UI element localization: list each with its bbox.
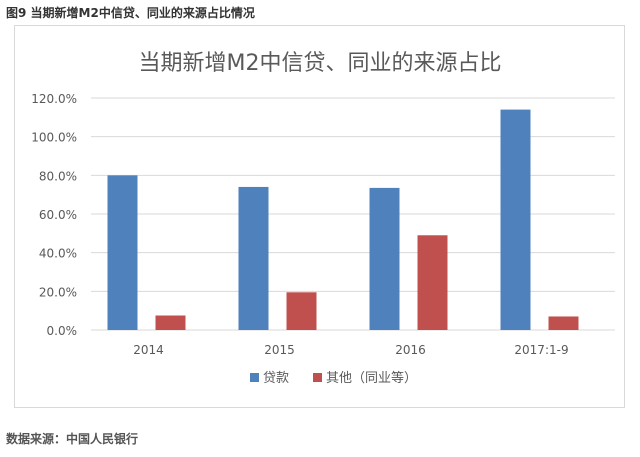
y-tick-label: 60.0% xyxy=(39,208,77,222)
bar-other-2017:1-9 xyxy=(548,316,579,330)
legend-swatch xyxy=(313,373,322,382)
source-note: 数据来源：中国人民银行 xyxy=(6,432,139,446)
bar-other-2014 xyxy=(155,315,186,330)
chart-frame: 当期新增M2中信贷、同业的来源占比 0.0% 20.0% 40.0% 60.0% 80.0… xyxy=(14,25,625,408)
y-tick-label: 20.0% xyxy=(39,285,77,299)
bar-loans-2017:1-9 xyxy=(500,109,531,330)
y-tick-label: 120.0% xyxy=(31,92,77,106)
bar-loans-2015 xyxy=(238,186,269,330)
x-tick-label: 2016 xyxy=(395,343,426,357)
y-tick-label: 100.0% xyxy=(31,131,77,145)
x-tick-label: 2014 xyxy=(133,343,164,357)
y-tick-label: 40.0% xyxy=(39,247,77,261)
bar-other-2015 xyxy=(286,292,317,330)
figure-caption: 图9 当期新增M2中信贷、同业的来源占比情况 xyxy=(6,6,255,20)
bar-loans-2016 xyxy=(369,187,400,330)
legend-swatch xyxy=(250,373,259,382)
bar-chart: 当期新增M2中信贷、同业的来源占比 0.0% 20.0% 40.0% 60.0% 80.0… xyxy=(31,51,615,386)
legend-label: 其他（同业等） xyxy=(326,370,417,386)
bar-other-2016 xyxy=(417,235,448,330)
y-tick-label: 0.0% xyxy=(47,324,78,338)
x-tick-label: 2017:1-9 xyxy=(514,343,568,357)
y-tick-label: 80.0% xyxy=(39,169,77,183)
chart-title: 当期新增M2中信贷、同业的来源占比 xyxy=(139,51,502,76)
bar-loans-2014 xyxy=(107,175,138,330)
x-tick-label: 2015 xyxy=(264,343,295,357)
legend-label: 贷款 xyxy=(263,371,289,386)
